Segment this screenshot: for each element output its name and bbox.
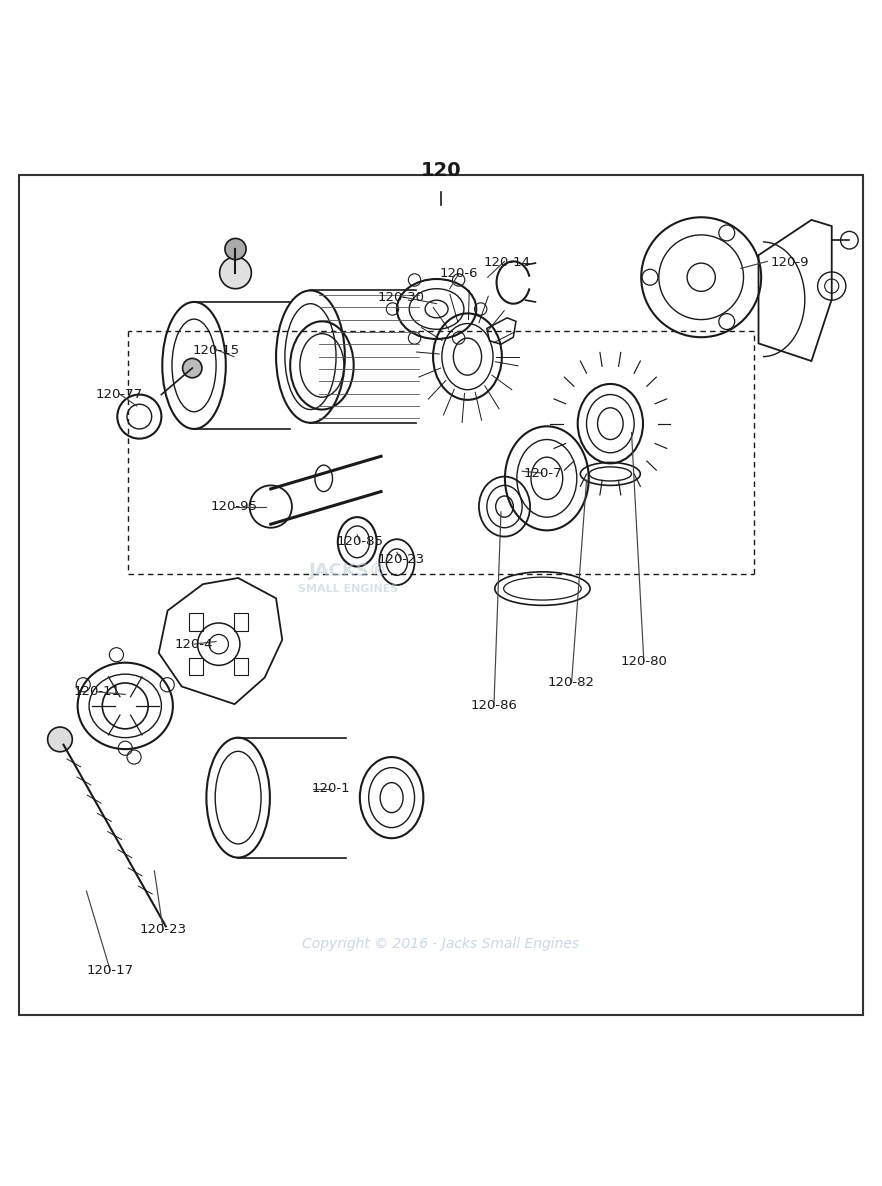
- Bar: [234, 613, 248, 631]
- Text: 120-15: 120-15: [192, 344, 240, 357]
- Text: SMALL ENGINES: SMALL ENGINES: [298, 584, 399, 593]
- Bar: [234, 658, 248, 676]
- Text: 120-17: 120-17: [86, 964, 134, 977]
- Circle shape: [183, 358, 202, 378]
- Text: Copyright © 2016 - Jacks Small Engines: Copyright © 2016 - Jacks Small Engines: [303, 937, 579, 951]
- Text: 120: 120: [421, 161, 461, 180]
- Text: 120-80: 120-80: [620, 656, 668, 668]
- Text: 120-7: 120-7: [523, 467, 562, 480]
- Text: 120-77: 120-77: [95, 388, 143, 401]
- Text: 120-86: 120-86: [470, 700, 518, 713]
- Text: 120-11: 120-11: [73, 686, 121, 699]
- Bar: [190, 613, 204, 631]
- Text: 120-14: 120-14: [483, 256, 531, 269]
- Text: 120-95: 120-95: [210, 500, 258, 514]
- Text: 120-1: 120-1: [311, 783, 350, 796]
- Text: 120-4: 120-4: [175, 638, 213, 651]
- Circle shape: [48, 727, 72, 752]
- Text: 120-23: 120-23: [139, 924, 187, 937]
- Text: 120-6: 120-6: [439, 267, 478, 280]
- Circle shape: [225, 238, 246, 260]
- Text: 120-9: 120-9: [770, 256, 809, 269]
- Text: 120-23: 120-23: [377, 553, 425, 566]
- Bar: [190, 658, 204, 676]
- Text: JACKS®: JACKS®: [309, 562, 388, 580]
- Circle shape: [220, 257, 251, 288]
- Text: 120-85: 120-85: [336, 535, 384, 548]
- Text: 120-82: 120-82: [548, 676, 595, 689]
- Text: 120-30: 120-30: [377, 291, 425, 304]
